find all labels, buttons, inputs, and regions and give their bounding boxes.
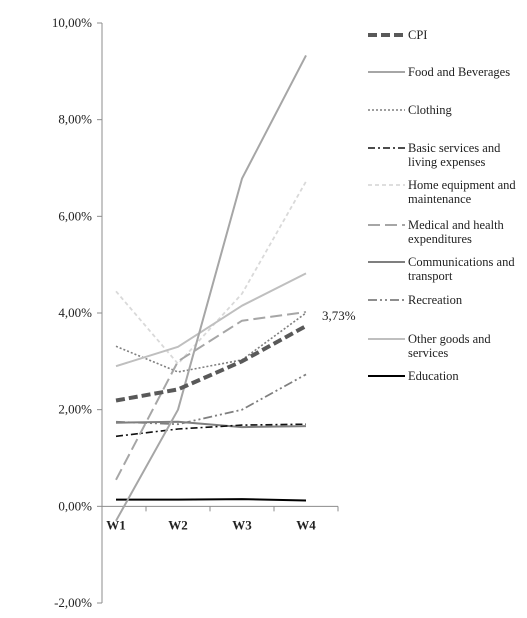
series-line [115, 272, 307, 368]
legend-label: Recreation [408, 293, 463, 307]
series-line [115, 373, 307, 426]
legend-label: living expenses [408, 155, 486, 169]
legend-label: Home equipment and [408, 178, 516, 192]
x-tick-label: W1 [106, 517, 126, 532]
x-tick-label: W3 [232, 517, 252, 532]
legend: CPI Food and Beverages Clothing Basic servi… [368, 28, 516, 383]
legend-label: maintenance [408, 192, 472, 206]
series-line [115, 54, 307, 522]
legend-label: Other goods and [408, 332, 491, 346]
legend-label: services [408, 346, 448, 360]
y-tick-label: 6,00% [58, 208, 92, 223]
series-line [115, 311, 307, 481]
legend-label: transport [408, 269, 453, 283]
legend-label: Food and Beverages [408, 65, 510, 79]
x-tick-label: W2 [168, 517, 188, 532]
series-line [115, 423, 307, 438]
legend-label: Clothing [408, 103, 453, 117]
legend-label: Education [408, 369, 459, 383]
legend-label: expenditures [408, 232, 472, 246]
series-lines: 3,73% [115, 54, 356, 522]
series-line [116, 498, 307, 502]
axes: -2,00% 0,00% 2,00% 4,00% 6,00% 8,00% 10,00% W1 W… [52, 15, 339, 610]
y-tick-label: 8,00% [58, 112, 92, 127]
legend-label: Basic services and [408, 141, 501, 155]
legend-label: Medical and health [408, 218, 505, 232]
y-tick-label: -2,00% [54, 595, 92, 610]
y-tick-label: 0,00% [58, 498, 92, 513]
x-tick-label: W4 [296, 517, 316, 532]
legend-label: CPI [408, 28, 427, 42]
y-tick-label: 10,00% [52, 15, 92, 30]
series-line [115, 324, 307, 403]
series-line [115, 312, 307, 373]
y-tick-label: 4,00% [58, 305, 92, 320]
series-line [115, 181, 307, 365]
legend-label: Communications and [408, 255, 515, 269]
y-tick-label: 2,00% [58, 402, 92, 417]
data-label: 3,73% [322, 308, 356, 323]
